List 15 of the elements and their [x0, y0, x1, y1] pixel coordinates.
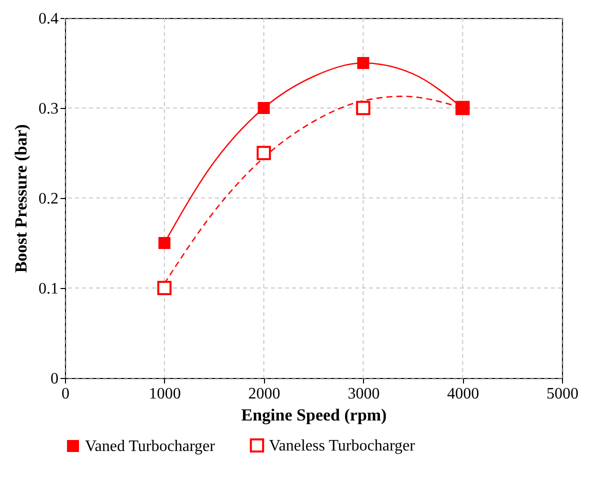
- y-axis-title: Boost Pressure (bar): [12, 124, 30, 273]
- x-axis-title: Engine Speed (rpm): [241, 406, 387, 424]
- x-tick-label: 2000: [248, 386, 280, 402]
- x-tick-label: 1000: [148, 386, 181, 402]
- legend-label: Vaned Turbocharger: [85, 438, 216, 455]
- y-tick-label: 0.4: [38, 10, 58, 28]
- x-tick-label: 3000: [348, 386, 380, 402]
- y-tick-label: 0.2: [38, 190, 58, 208]
- x-tick-label: 5000: [546, 386, 578, 402]
- x-tick-label: 4000: [447, 386, 480, 402]
- y-tick-label: 0.3: [38, 100, 58, 118]
- legend-label: Vaneless Turbocharger: [269, 437, 416, 454]
- y-tick-label: 0: [50, 370, 58, 388]
- x-tick-label: 0: [62, 386, 70, 402]
- y-tick-label: 0.1: [38, 280, 58, 298]
